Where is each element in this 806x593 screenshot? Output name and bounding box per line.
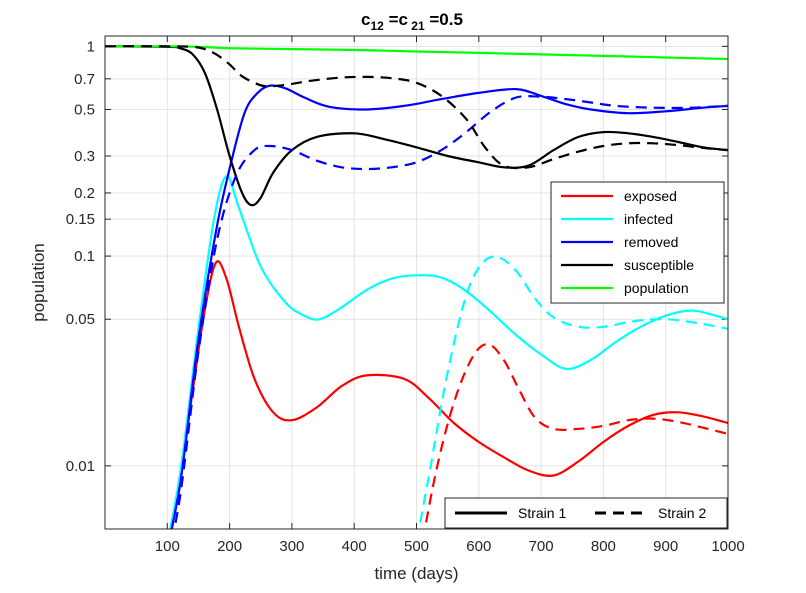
strain-legend-label: Strain 2 bbox=[658, 505, 706, 521]
series-line-susceptible-strain-1 bbox=[105, 45, 728, 207]
chart-title: c12 =c 21 =0.5 bbox=[361, 10, 463, 33]
plot-lines bbox=[105, 45, 728, 529]
y-tick-label: 0.05 bbox=[66, 311, 95, 328]
axis-ticks: 100 200 300 400 500 600 700 800 900 1000 0.01 0.05 0… bbox=[66, 36, 745, 555]
series-line-exposed-strain-2 bbox=[423, 343, 728, 529]
x-tick-label: 700 bbox=[529, 538, 554, 555]
strain-legend: Strain 1 Strain 2 bbox=[444, 497, 728, 529]
y-tick-label: 0.5 bbox=[74, 101, 95, 118]
x-tick-label: 600 bbox=[466, 538, 491, 555]
x-tick-label: 500 bbox=[404, 538, 429, 555]
x-tick-label: 800 bbox=[591, 538, 616, 555]
x-tick-label: 100 bbox=[155, 538, 180, 555]
series-line-exposed-strain-1 bbox=[170, 260, 728, 529]
series-line-susceptible-strain-2 bbox=[105, 45, 728, 170]
legend-label: population bbox=[624, 280, 689, 296]
x-tick-label: 1000 bbox=[711, 538, 744, 555]
y-tick-label: 0.2 bbox=[74, 185, 95, 202]
y-tick-label: 0.15 bbox=[66, 211, 95, 228]
legend-label: exposed bbox=[624, 188, 677, 204]
series-legend: exposed infected removed susceptible populat… bbox=[550, 181, 725, 304]
strain-legend-box bbox=[444, 497, 728, 529]
plot-frame bbox=[104, 35, 729, 530]
series-line-removed-strain-1 bbox=[170, 84, 728, 529]
x-tick-label: 200 bbox=[217, 538, 242, 555]
x-tick-label: 400 bbox=[342, 538, 367, 555]
x-axis-label: time (days) bbox=[374, 564, 458, 583]
series-line-removed-strain-2 bbox=[173, 95, 728, 529]
legend-label: infected bbox=[624, 211, 673, 227]
series-line-infected-strain-1 bbox=[169, 175, 728, 529]
y-tick-label: 0.01 bbox=[66, 458, 95, 475]
y-tick-label: 0.1 bbox=[74, 248, 95, 265]
legend-label: susceptible bbox=[624, 257, 694, 273]
y-tick-label: 0.3 bbox=[74, 148, 95, 165]
y-tick-label: 0.7 bbox=[74, 71, 95, 88]
y-axis-label: population bbox=[29, 243, 48, 321]
series-line-infected-strain-2 bbox=[417, 255, 728, 529]
legend-label: removed bbox=[624, 234, 678, 250]
strain-legend-label: Strain 1 bbox=[518, 505, 566, 521]
x-tick-label: 900 bbox=[653, 538, 678, 555]
x-tick-label: 300 bbox=[279, 538, 304, 555]
y-tick-label: 1 bbox=[87, 38, 95, 55]
